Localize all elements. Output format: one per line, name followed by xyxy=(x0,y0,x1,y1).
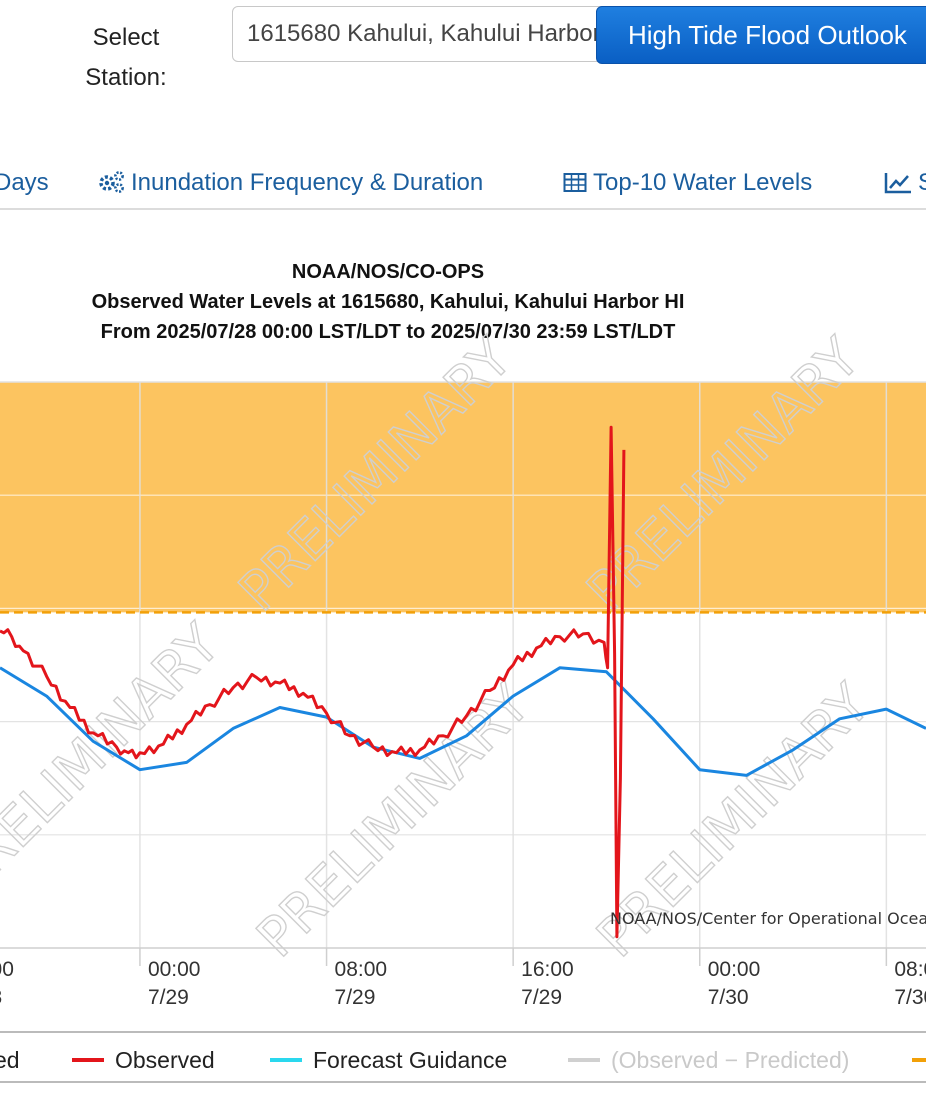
watermark-4: PRELIMINARY xyxy=(245,671,543,969)
station-select-label: Select Station: xyxy=(70,18,182,98)
tab-inundation-frequency-label: Inundation Frequency & Duration xyxy=(131,169,484,196)
legend-label: Observed xyxy=(115,1047,215,1073)
series-predicted-line xyxy=(0,666,926,777)
station-select-label-line2: Station: xyxy=(85,64,167,91)
station-select-label-line1: Select xyxy=(92,24,160,51)
chart-title-line1: NOAA/NOS/CO-OPS xyxy=(292,261,484,283)
tab-statistics[interactable]: S xyxy=(884,160,926,206)
x-tick-label-time: 08:00 xyxy=(894,958,926,981)
x-tick-label-date: 7/30 xyxy=(894,986,926,1009)
gridlines xyxy=(0,381,926,948)
tab-days[interactable]: Days xyxy=(0,160,49,206)
x-tick-label-time: 08:00 xyxy=(335,958,388,981)
tool-tabs: Days Inundation Frequency & Duration Top… xyxy=(0,160,926,210)
tab-days-label: Days xyxy=(0,169,49,196)
legend-label: ed xyxy=(0,1047,20,1073)
x-tick-label-time: 00:00 xyxy=(708,958,761,981)
x-tick-label-date: 7/29 xyxy=(521,986,562,1009)
x-tick-label-date: 7/29 xyxy=(148,986,189,1009)
water-level-chart: NOAA/NOS/CO-OPS Observed Water Levels at… xyxy=(0,261,926,1083)
x-tick-label-time: 16:00 xyxy=(521,958,574,981)
watermark-3: PRELIMINARY xyxy=(0,611,232,909)
chart-credit: NOAA/NOS/Center for Operational Oceanogr… xyxy=(610,909,926,928)
tab-top-10-water-levels[interactable]: Top-10 Water Levels xyxy=(563,160,812,206)
legend: ed Observed Forecast Guidance (Observed − P… xyxy=(0,1031,926,1083)
plot-area: PRELIMINARY PRELIMINARY PRELIMINARY PREL… xyxy=(0,325,926,970)
series-observed-line xyxy=(0,425,626,939)
tab-statistics-label: S xyxy=(918,169,926,196)
x-tick-label-time: 00:00 xyxy=(148,958,201,981)
flood-zone xyxy=(0,382,926,613)
chart-title-line3: From 2025/07/28 00:00 LST/LDT to 2025/07… xyxy=(101,321,676,343)
station-input[interactable] xyxy=(232,6,652,62)
x-tick-label-date: 7/30 xyxy=(708,986,749,1009)
high-tide-flood-outlook-button[interactable]: High Tide Flood Outlook xyxy=(596,6,926,64)
x-tick-label-date: 7/28 xyxy=(0,986,2,1009)
tab-top-10-label: Top-10 Water Levels xyxy=(593,169,813,196)
gears-icon xyxy=(99,171,124,193)
x-tick-label-time: 16:00 xyxy=(0,958,14,981)
table-icon xyxy=(563,173,587,192)
series-layer xyxy=(0,425,926,939)
x-axis: 16:00 7/28 00:00 7/29 08:00 7/29 16:00 7/29 00:0… xyxy=(0,947,926,1009)
line-chart-icon xyxy=(884,173,911,194)
x-tick-label-date: 7/29 xyxy=(335,986,376,1009)
chart-title-line2: Observed Water Levels at 1615680, Kahulu… xyxy=(92,291,685,313)
tab-inundation-frequency[interactable]: Inundation Frequency & Duration xyxy=(97,160,483,206)
legend-label: (Observed − Predicted) xyxy=(611,1047,849,1073)
legend-label: Forecast Guidance xyxy=(313,1047,507,1073)
